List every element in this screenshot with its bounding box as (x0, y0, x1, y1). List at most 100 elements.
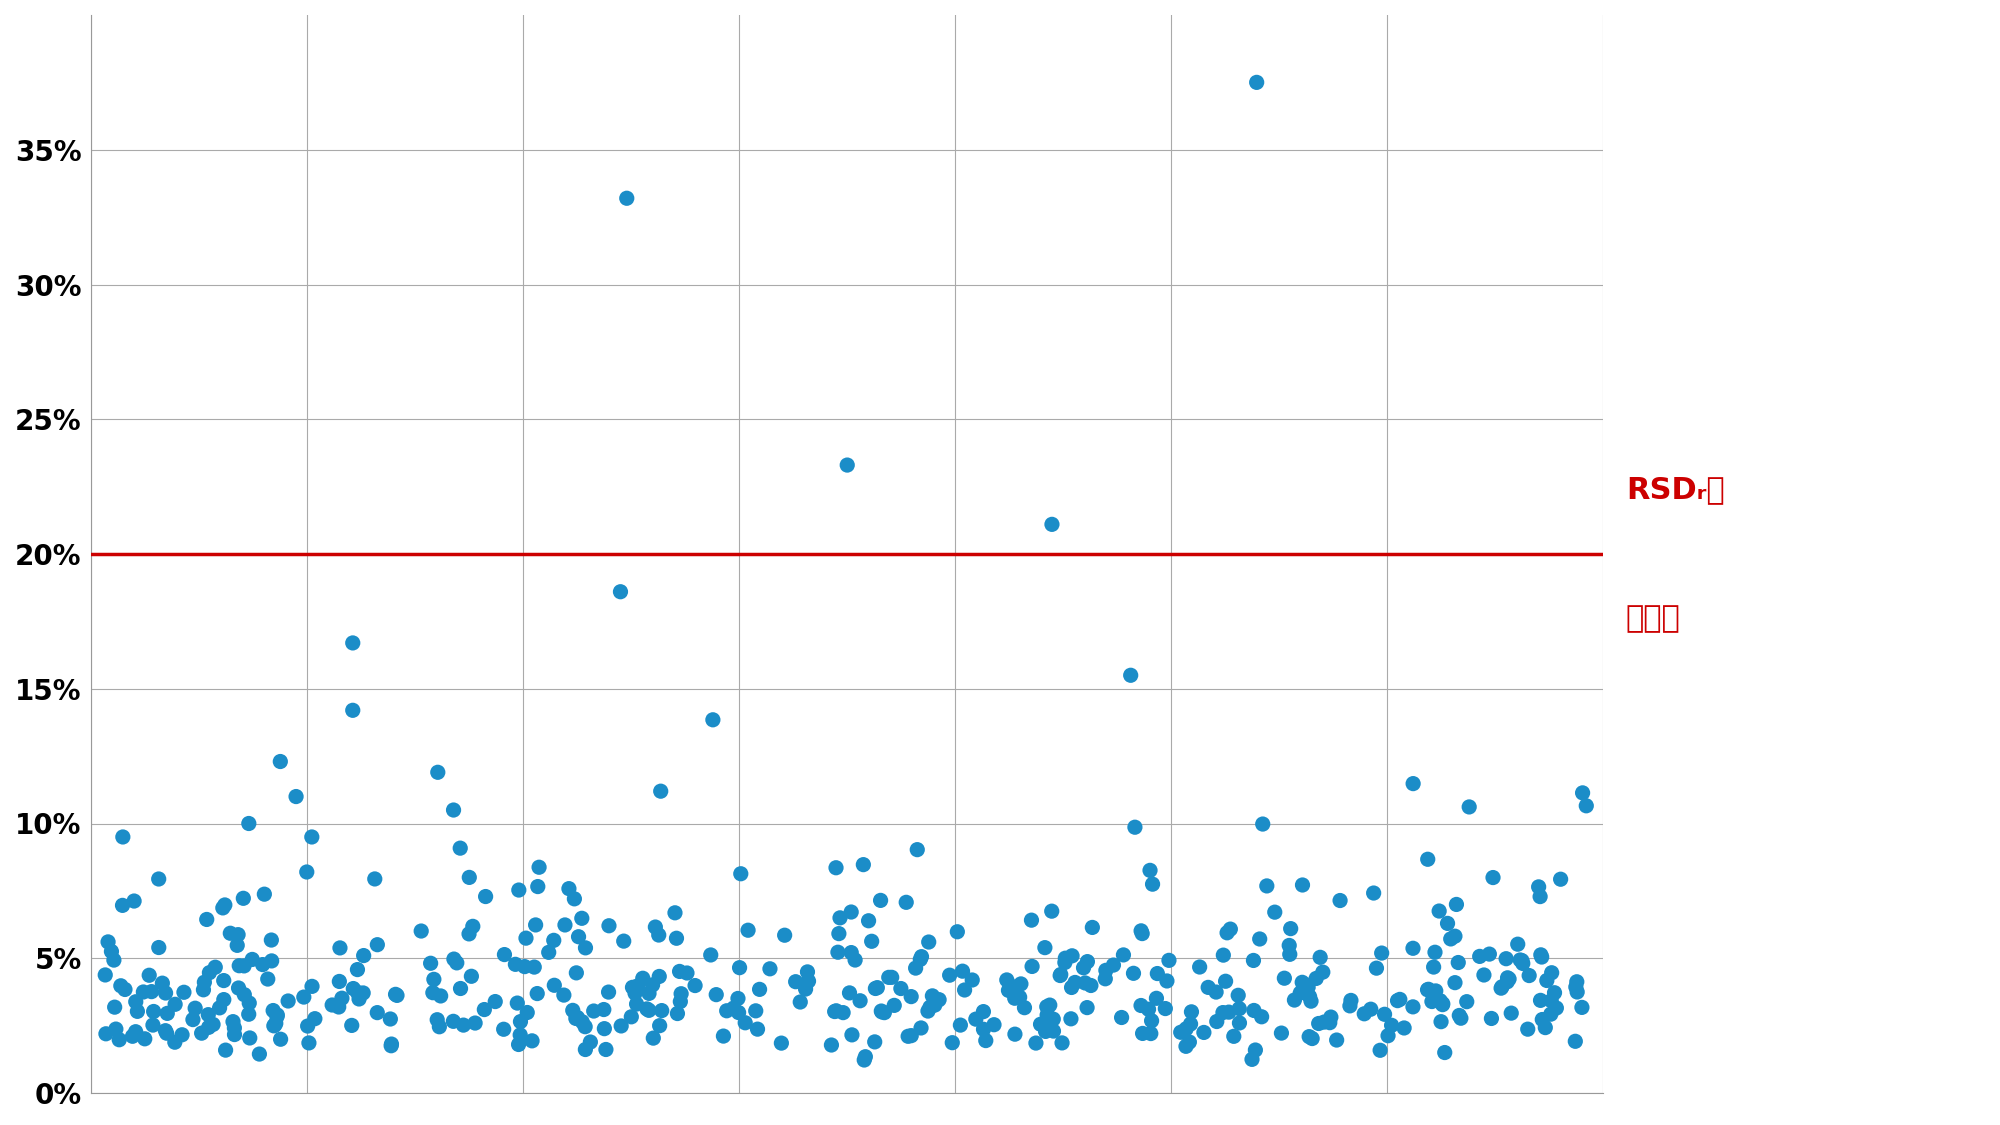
Point (836, 903, 868, 921)
Point (1222, 987, 1254, 1005)
Point (1570, 796, 1602, 814)
Point (380, 987, 412, 1005)
Point (822, 943, 854, 961)
Point (818, 1002, 850, 1020)
Point (108, 981, 140, 999)
Point (878, 997, 910, 1015)
Point (1238, 952, 1270, 970)
Point (606, 1017, 638, 1035)
Point (92, 933, 124, 951)
Point (292, 1017, 324, 1035)
Point (1396, 939, 1428, 957)
Text: RSDᵣの: RSDᵣの (1626, 475, 1724, 504)
Point (214, 925, 246, 943)
Point (890, 893, 922, 911)
Point (1334, 997, 1366, 1015)
Point (532, 944, 564, 962)
Point (924, 991, 956, 1009)
Point (844, 992, 876, 1010)
Point (128, 1029, 160, 1047)
Point (444, 839, 476, 857)
Point (1076, 918, 1108, 936)
Point (906, 947, 938, 965)
Point (1492, 973, 1524, 991)
Point (1200, 1012, 1232, 1030)
Point (338, 980, 370, 998)
Point (358, 870, 390, 888)
Point (520, 916, 552, 934)
Point (502, 1035, 534, 1053)
Point (258, 1017, 290, 1035)
Point (1106, 1008, 1138, 1026)
Point (636, 975, 668, 993)
Point (152, 1005, 184, 1023)
Point (780, 973, 812, 991)
Point (1506, 952, 1538, 970)
Point (828, 1004, 860, 1022)
Point (1486, 978, 1518, 996)
Point (456, 917, 488, 935)
Point (1486, 979, 1518, 997)
Point (666, 984, 698, 1002)
Point (122, 1002, 154, 1020)
Point (1384, 990, 1416, 1008)
Point (1512, 1020, 1544, 1038)
Point (1030, 998, 1062, 1016)
Point (1212, 1004, 1244, 1022)
Point (1212, 924, 1244, 942)
Point (218, 1019, 250, 1037)
Point (1174, 1015, 1206, 1033)
Point (236, 951, 268, 969)
Point (1118, 964, 1150, 982)
Point (1398, 775, 1430, 793)
Point (646, 1001, 678, 1019)
Point (700, 986, 732, 1004)
Point (1478, 868, 1510, 886)
Point (150, 1022, 182, 1040)
Point (866, 1002, 898, 1020)
Point (1004, 975, 1036, 993)
Point (348, 946, 380, 964)
Point (1036, 515, 1068, 533)
Point (104, 976, 136, 994)
Point (1238, 1001, 1270, 1019)
Point (1132, 1000, 1164, 1018)
Point (1118, 818, 1150, 836)
Point (1016, 957, 1048, 975)
Point (1428, 1044, 1460, 1062)
Point (876, 969, 908, 987)
Point (592, 917, 624, 935)
Point (832, 456, 864, 474)
Point (840, 951, 872, 969)
Point (1210, 972, 1242, 990)
Point (744, 980, 776, 998)
Point (510, 929, 542, 947)
Point (344, 990, 376, 1008)
Point (1348, 1005, 1380, 1023)
Point (900, 960, 932, 978)
Point (578, 1002, 610, 1020)
Point (896, 1027, 928, 1045)
Point (324, 972, 356, 990)
Point (418, 971, 450, 989)
Point (1560, 973, 1592, 991)
Point (188, 981, 220, 999)
Point (914, 998, 946, 1016)
Point (1246, 1008, 1278, 1026)
Point (850, 1047, 882, 1065)
Point (590, 1041, 622, 1059)
Point (1008, 999, 1040, 1017)
Point (1418, 943, 1450, 961)
Point (1396, 998, 1428, 1016)
Point (504, 1012, 536, 1030)
Point (136, 1016, 168, 1034)
Point (1308, 1014, 1340, 1032)
Point (1364, 1042, 1396, 1060)
Point (106, 828, 138, 846)
Point (730, 1014, 762, 1032)
Point (1028, 938, 1060, 956)
Point (180, 999, 212, 1017)
Point (138, 1002, 170, 1020)
Point (444, 980, 476, 998)
Point (262, 1006, 294, 1024)
